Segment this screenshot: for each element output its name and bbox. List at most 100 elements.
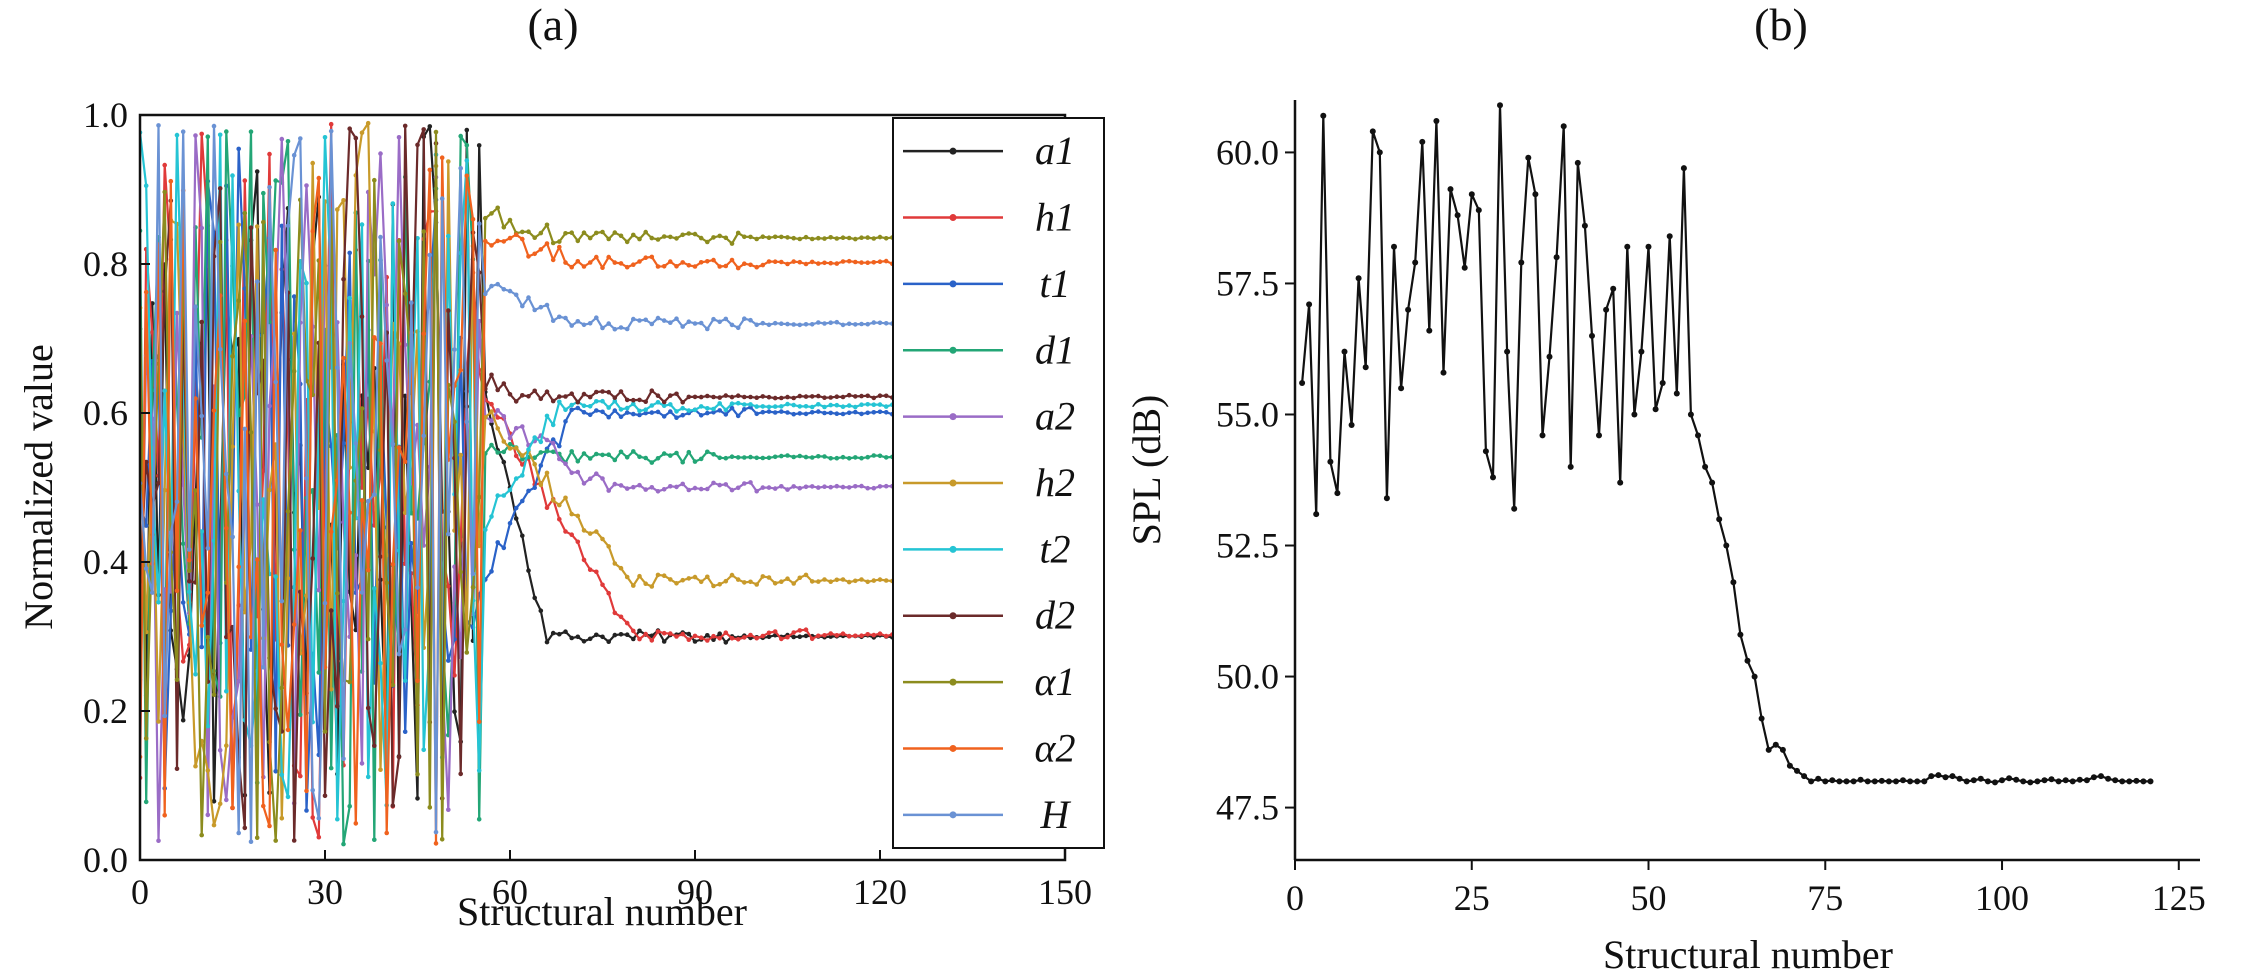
- series-11-marker: [550, 318, 556, 324]
- series-11-marker: [705, 326, 710, 332]
- series-10-marker: [840, 259, 846, 264]
- series-6-marker: [705, 574, 710, 580]
- series-3-marker: [532, 485, 537, 491]
- series-11-marker: [865, 321, 870, 327]
- series-5-marker: [446, 807, 451, 812]
- series-4-marker: [840, 454, 846, 460]
- legend-label: H: [1040, 792, 1072, 837]
- series-6-marker: [310, 160, 316, 166]
- series-9-marker: [187, 568, 192, 573]
- spl-marker: [1963, 778, 1970, 785]
- spl-marker: [1645, 243, 1652, 250]
- series-2-marker: [816, 633, 821, 639]
- spl-marker: [1475, 207, 1482, 214]
- series-7-marker: [273, 574, 279, 579]
- series-7-marker: [871, 402, 877, 408]
- series-6-marker: [803, 572, 809, 578]
- series-5-marker: [655, 489, 661, 494]
- spl-marker: [1567, 463, 1574, 470]
- series-8-marker: [242, 825, 248, 831]
- series-7-marker: [199, 529, 204, 534]
- series-4-marker: [668, 453, 673, 458]
- series-4-marker: [261, 190, 266, 196]
- series-11-marker: [859, 321, 864, 327]
- series-4-marker: [544, 449, 550, 454]
- spl-marker: [1355, 275, 1362, 282]
- series-3-marker: [674, 415, 679, 421]
- series-3-marker: [495, 540, 501, 545]
- series-4-marker: [637, 454, 642, 460]
- series-10-marker: [538, 247, 544, 252]
- series-6-marker: [631, 583, 636, 588]
- series-8-marker: [359, 314, 365, 319]
- series-2-marker: [692, 633, 698, 639]
- series-11-marker: [298, 136, 303, 141]
- spl-marker: [1907, 778, 1914, 785]
- series-5-marker: [396, 135, 402, 140]
- spl-marker: [1327, 458, 1334, 465]
- series-2-marker: [723, 630, 729, 635]
- series-4-marker: [729, 454, 735, 460]
- series-4-marker: [779, 453, 784, 459]
- series-11-marker: [668, 320, 673, 326]
- spl-marker: [2027, 779, 2034, 786]
- spl-marker: [1758, 715, 1765, 722]
- series-11-marker: [513, 292, 519, 298]
- series-2-marker: [668, 631, 673, 636]
- series-4-marker: [883, 455, 889, 460]
- series-8-marker: [883, 393, 889, 399]
- series-6-marker: [544, 470, 550, 476]
- panel-b-x-tick-label: 25: [1454, 878, 1490, 918]
- series-5-marker: [760, 485, 766, 490]
- series-3-marker: [742, 407, 747, 412]
- series-8-marker: [328, 608, 334, 613]
- spl-marker: [1659, 380, 1666, 386]
- series-8-marker: [421, 127, 427, 132]
- series-4-marker: [686, 449, 692, 455]
- series-10-marker: [489, 243, 494, 248]
- series-4-marker: [618, 449, 624, 455]
- series-5-marker: [618, 483, 624, 488]
- series-5-marker: [581, 481, 587, 486]
- series-5-marker: [705, 486, 710, 492]
- series-3-marker: [291, 294, 297, 299]
- series-7-marker: [865, 402, 870, 407]
- series-2-marker: [544, 505, 550, 511]
- series-9-marker: [649, 235, 655, 241]
- series-5-marker: [304, 183, 309, 188]
- series-9-marker: [199, 832, 204, 838]
- series-3-marker: [557, 443, 562, 449]
- series-4-marker: [766, 455, 772, 461]
- series-5-marker: [735, 485, 741, 491]
- panel-a-x-tick-label: 150: [1038, 872, 1092, 912]
- series-7-marker: [772, 404, 778, 409]
- spl-marker: [1864, 778, 1871, 785]
- series-4-marker: [717, 455, 722, 461]
- spl-marker: [1942, 774, 1949, 781]
- spl-marker: [1702, 463, 1709, 470]
- series-8-marker: [828, 395, 833, 400]
- series-5-marker: [612, 481, 618, 487]
- spl-marker: [1412, 259, 1419, 266]
- series-11-marker: [217, 346, 223, 352]
- series-7-marker: [828, 402, 833, 408]
- series-6-marker: [865, 579, 870, 585]
- series-10-marker: [760, 262, 766, 268]
- series-6-marker: [772, 581, 778, 586]
- series-6-marker: [550, 498, 556, 503]
- series-11-marker: [187, 547, 192, 552]
- series-11-marker: [717, 319, 722, 325]
- series-2-marker: [180, 659, 186, 664]
- series-5-marker: [661, 487, 667, 492]
- series-2-marker: [717, 636, 722, 641]
- panel-a-series-lines: [140, 120, 895, 847]
- series-6-marker: [809, 579, 815, 584]
- series-4-marker: [458, 133, 464, 139]
- legend-entry: α1: [903, 659, 1076, 704]
- series-10-marker: [205, 590, 211, 596]
- series-11-marker: [871, 320, 877, 325]
- series-9-marker: [877, 234, 883, 240]
- series-7-marker: [822, 404, 827, 410]
- series-5-marker: [668, 484, 673, 489]
- series-7-marker: [785, 401, 790, 407]
